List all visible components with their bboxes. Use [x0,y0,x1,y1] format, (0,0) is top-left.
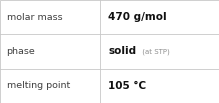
Text: phase: phase [7,47,35,56]
Text: 470 g/mol: 470 g/mol [108,12,167,22]
Text: (at STP): (at STP) [140,48,170,55]
Text: molar mass: molar mass [7,13,62,22]
Text: melting point: melting point [7,81,70,90]
Text: solid: solid [108,46,136,57]
Text: 105 °C: 105 °C [108,81,147,91]
